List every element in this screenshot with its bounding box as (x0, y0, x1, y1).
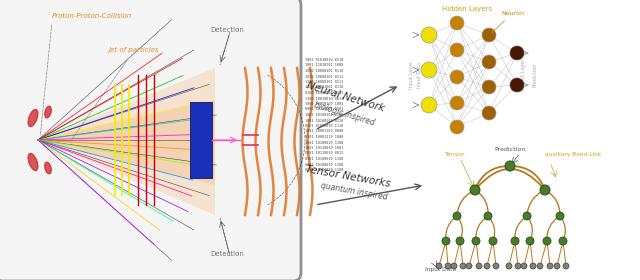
Text: Prediction: Prediction (494, 147, 525, 152)
Ellipse shape (28, 153, 38, 171)
Circle shape (450, 43, 464, 57)
Circle shape (526, 237, 534, 245)
Circle shape (450, 16, 464, 30)
Text: Neural Network: Neural Network (305, 81, 385, 114)
Text: Input Layer: Input Layer (408, 61, 413, 89)
Circle shape (556, 212, 564, 220)
Circle shape (540, 185, 550, 195)
Ellipse shape (45, 106, 51, 118)
Circle shape (442, 237, 450, 245)
Circle shape (554, 263, 560, 269)
Circle shape (482, 55, 496, 69)
Circle shape (559, 237, 567, 245)
Circle shape (421, 97, 437, 113)
FancyBboxPatch shape (0, 0, 301, 280)
Text: Tensor Networks: Tensor Networks (305, 164, 392, 189)
Circle shape (451, 263, 457, 269)
Circle shape (450, 70, 464, 84)
Circle shape (484, 212, 492, 220)
Circle shape (563, 263, 569, 269)
Circle shape (530, 263, 536, 269)
Circle shape (445, 263, 451, 269)
Text: auxiliary Bond-Link: auxiliary Bond-Link (545, 152, 601, 157)
Circle shape (482, 106, 496, 120)
Circle shape (511, 237, 519, 245)
Circle shape (515, 263, 521, 269)
Text: Hidden Layers: Hidden Layers (442, 6, 492, 12)
Polygon shape (38, 100, 215, 185)
Text: quantum inspired: quantum inspired (320, 181, 388, 202)
FancyBboxPatch shape (190, 102, 212, 178)
Polygon shape (38, 68, 215, 215)
Text: Input Data: Input Data (417, 62, 422, 88)
Circle shape (450, 120, 464, 134)
Circle shape (466, 263, 472, 269)
Text: Neuron: Neuron (492, 11, 524, 32)
Ellipse shape (45, 162, 51, 174)
Text: Detection: Detection (210, 251, 244, 257)
Circle shape (421, 62, 437, 78)
Ellipse shape (28, 109, 38, 127)
Circle shape (476, 263, 482, 269)
Text: Tensor: Tensor (445, 152, 465, 157)
Circle shape (421, 27, 437, 43)
Text: 1001 01010010 0110
1001 11010101 1000
1010 10000101 0110
1010 10000101 0111
1100: 1001 01010010 0110 1001 11010101 1000 10… (305, 58, 343, 172)
Circle shape (493, 263, 499, 269)
Circle shape (505, 161, 515, 171)
Circle shape (472, 237, 480, 245)
Text: Jet of particles: Jet of particles (108, 47, 159, 53)
Circle shape (537, 263, 543, 269)
Circle shape (521, 263, 527, 269)
Circle shape (489, 237, 497, 245)
Text: Detection: Detection (210, 27, 244, 33)
Text: biologic inspired: biologic inspired (313, 100, 376, 127)
Circle shape (510, 78, 524, 92)
Circle shape (510, 46, 524, 60)
Circle shape (453, 212, 461, 220)
Text: Input Data: Input Data (425, 267, 456, 272)
Circle shape (482, 28, 496, 42)
Circle shape (484, 263, 490, 269)
Circle shape (547, 263, 553, 269)
Circle shape (460, 263, 466, 269)
Circle shape (436, 263, 442, 269)
Circle shape (506, 263, 512, 269)
Text: Proton-Proton-Collision: Proton-Proton-Collision (52, 13, 132, 19)
Circle shape (470, 185, 480, 195)
Circle shape (456, 237, 464, 245)
Text: Output Layer: Output Layer (520, 59, 525, 91)
Circle shape (543, 237, 551, 245)
Circle shape (450, 96, 464, 110)
Text: Prediction: Prediction (532, 63, 538, 87)
Circle shape (482, 80, 496, 94)
Circle shape (523, 212, 531, 220)
